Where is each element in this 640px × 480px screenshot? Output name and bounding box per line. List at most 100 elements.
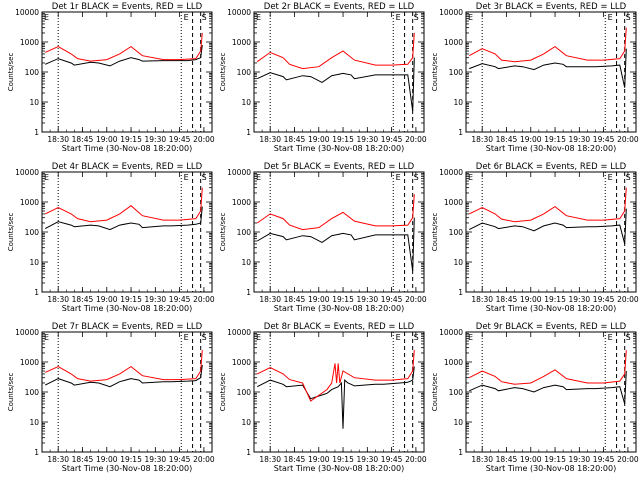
panel-det-7: Det 7r BLACK = Events, RED = LLD 1 10 100 10… <box>7 322 215 473</box>
x-tick-label: 19:45 <box>593 295 615 304</box>
y-tick-label: 10000 <box>439 328 463 337</box>
y-tick-label: 100 <box>25 68 40 77</box>
panel-title: Det 9r BLACK = Events, RED = LLD <box>476 322 627 332</box>
y-tick-label: 10 <box>241 98 251 107</box>
x-tick-label: 20:00 <box>617 295 639 304</box>
series-line-events <box>256 217 415 272</box>
panel-det-8: Det 8r BLACK = Events, RED = LLD 1 10 100 10… <box>219 322 427 473</box>
x-tick-label: 18:30 <box>259 295 281 304</box>
panel-title: Det 8r BLACK = Events, RED = LLD <box>264 322 415 332</box>
panel-det-9: Det 9r BLACK = Events, RED = LLD 1 10 100 10… <box>431 322 639 473</box>
x-tick-label: 19:00 <box>96 455 118 464</box>
series-line-lld <box>468 350 627 385</box>
marker-label-e: E <box>184 333 189 342</box>
x-tick-label: 20:00 <box>405 455 427 464</box>
x-tick-label: 19:15 <box>544 295 566 304</box>
x-tick-label: 19:30 <box>145 135 167 144</box>
x-tick-label: 18:30 <box>259 455 281 464</box>
plot-frame <box>465 331 637 453</box>
series-line-events <box>44 206 203 231</box>
x-tick-label: 19:30 <box>569 455 591 464</box>
marker-label-e: E <box>468 13 473 22</box>
x-tick-label: 19:45 <box>169 135 191 144</box>
series-line-events <box>256 57 415 112</box>
plot-frame <box>465 171 637 293</box>
x-axis-label: Start Time (30-Nov-08 18:20:00) <box>274 304 404 313</box>
y-axis-label: Counts/sec <box>219 373 227 412</box>
y-tick-label: 10 <box>241 258 251 267</box>
plot-frame <box>253 11 425 133</box>
x-tick-label: 18:30 <box>471 135 493 144</box>
panel-title: Det 1r BLACK = Events, RED = LLD <box>52 2 203 12</box>
y-tick-label: 1 <box>246 128 251 137</box>
marker-label-s: S <box>626 13 631 22</box>
y-tick-label: 100 <box>25 228 40 237</box>
y-axis-label: Counts/sec <box>7 373 15 412</box>
y-tick-label: 10000 <box>439 168 463 177</box>
y-tick-label: 10000 <box>15 168 39 177</box>
x-axis-label: Start Time (30-Nov-08 18:20:00) <box>274 144 404 153</box>
marker-label-e: E <box>468 333 473 342</box>
x-tick-label: 20:00 <box>193 295 215 304</box>
series-line-events <box>468 208 627 245</box>
x-axis-label: Start Time (30-Nov-08 18:20:00) <box>486 464 616 473</box>
x-tick-label: 20:00 <box>405 295 427 304</box>
x-tick-label: 19:00 <box>96 295 118 304</box>
x-axis-label: Start Time (30-Nov-08 18:20:00) <box>274 464 404 473</box>
y-tick-label: 10000 <box>227 328 251 337</box>
panel-det-2: Det 2r BLACK = Events, RED = LLD 1 10 100 10… <box>219 2 427 153</box>
x-tick-label: 19:30 <box>569 295 591 304</box>
x-tick-label: 19:15 <box>332 455 354 464</box>
panel-title: Det 3r BLACK = Events, RED = LLD <box>476 2 627 12</box>
x-tick-label: 20:00 <box>617 455 639 464</box>
marker-label-s: S <box>202 173 207 182</box>
y-tick-label: 100 <box>237 228 252 237</box>
x-tick-label: 19:45 <box>593 135 615 144</box>
series-line-lld <box>256 350 415 402</box>
y-tick-label: 1000 <box>232 198 251 207</box>
y-tick-label: 10000 <box>439 8 463 17</box>
marker-label-e: E <box>184 13 189 22</box>
x-tick-label: 19:30 <box>357 295 379 304</box>
y-tick-label: 1 <box>34 448 39 457</box>
panel-title: Det 4r BLACK = Events, RED = LLD <box>52 162 203 172</box>
y-tick-label: 1 <box>34 288 39 297</box>
y-tick-label: 1000 <box>20 198 39 207</box>
x-tick-label: 20:00 <box>617 135 639 144</box>
y-axis-label: Counts/sec <box>431 373 439 412</box>
marker-label-s: S <box>626 333 631 342</box>
y-axis-label: Counts/sec <box>219 53 227 92</box>
y-tick-label: 1000 <box>20 358 39 367</box>
x-tick-label: 18:30 <box>47 455 69 464</box>
marker-label-e: E <box>256 173 261 182</box>
x-axis-label: Start Time (30-Nov-08 18:20:00) <box>62 144 192 153</box>
y-axis-label: Counts/sec <box>7 53 15 92</box>
marker-label-e: E <box>184 173 189 182</box>
panel-det-3: Det 3r BLACK = Events, RED = LLD 1 10 100 10… <box>431 2 639 153</box>
y-tick-label: 1 <box>458 288 463 297</box>
x-tick-label: 18:45 <box>284 135 306 144</box>
y-axis-label: Counts/sec <box>431 213 439 252</box>
x-axis-label: Start Time (30-Nov-08 18:20:00) <box>486 144 616 153</box>
marker-label-e: E <box>44 333 49 342</box>
x-tick-label: 19:15 <box>120 135 142 144</box>
x-tick-label: 19:15 <box>332 135 354 144</box>
x-tick-label: 19:00 <box>308 295 330 304</box>
series-line-lld <box>256 194 415 231</box>
marker-label-e: E <box>256 333 261 342</box>
plot-frame <box>41 171 213 293</box>
x-tick-label: 19:30 <box>145 295 167 304</box>
x-tick-label: 19:45 <box>381 295 403 304</box>
y-tick-label: 1 <box>34 128 39 137</box>
y-tick-label: 1 <box>458 448 463 457</box>
x-tick-label: 18:45 <box>284 455 306 464</box>
panel-det-5: Det 5r BLACK = Events, RED = LLD 1 10 100 10… <box>219 162 427 313</box>
plot-frame <box>253 171 425 293</box>
marker-label-e: E <box>44 173 49 182</box>
marker-label-e: E <box>608 13 613 22</box>
x-tick-label: 18:45 <box>496 135 518 144</box>
y-tick-label: 10 <box>29 98 39 107</box>
marker-label-s: S <box>202 333 207 342</box>
y-tick-label: 10000 <box>15 328 39 337</box>
y-tick-label: 1000 <box>444 38 463 47</box>
